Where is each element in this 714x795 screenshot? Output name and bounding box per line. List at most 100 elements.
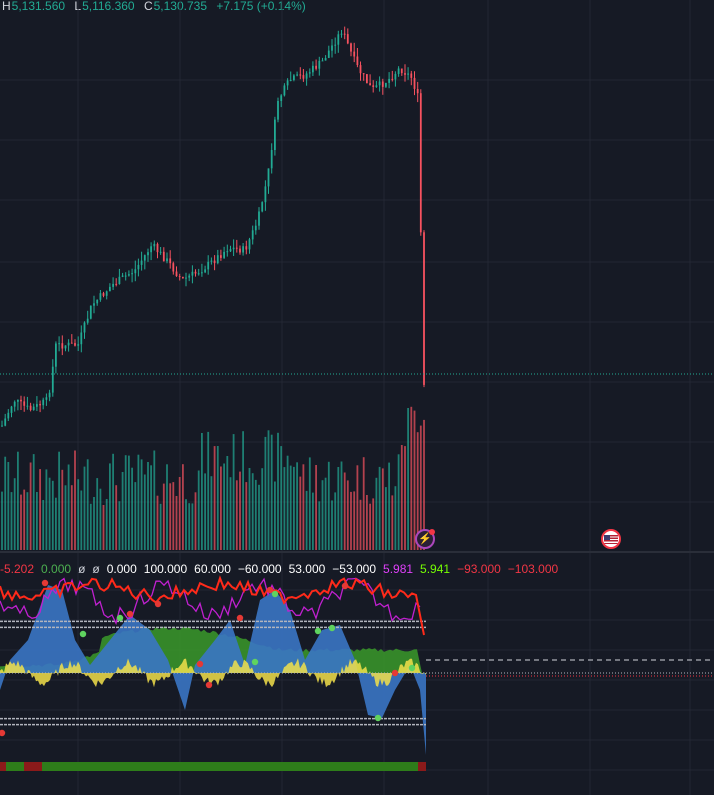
volume-bar xyxy=(128,455,130,550)
volume-bar xyxy=(283,467,286,550)
volume-bar xyxy=(166,464,168,550)
volume-bar xyxy=(51,480,54,550)
candle-body xyxy=(378,81,381,86)
candle-body xyxy=(150,246,152,253)
candle-body xyxy=(293,75,295,80)
candle-body xyxy=(235,247,238,249)
volume-bar xyxy=(194,492,197,550)
volume-bar xyxy=(109,463,111,550)
candle-body xyxy=(312,65,314,73)
candle-body xyxy=(299,74,302,76)
low-value: 5,116.360 xyxy=(82,0,135,13)
candle-body xyxy=(254,225,257,231)
signal-dot-red xyxy=(205,681,213,689)
volume-bar xyxy=(318,501,321,550)
volume-bar xyxy=(86,459,89,550)
signal-dot-green xyxy=(251,658,259,666)
candle-body xyxy=(70,342,73,344)
candle-body xyxy=(204,269,206,273)
lightning-icon[interactable]: ⚡ xyxy=(415,529,435,549)
trend-bar-segment-red xyxy=(24,762,42,771)
candle-body xyxy=(166,258,168,262)
candle-body xyxy=(159,251,162,253)
candle-body xyxy=(194,271,197,274)
candle-body xyxy=(172,263,175,272)
candle-body xyxy=(42,399,45,406)
volume-bar xyxy=(362,457,365,550)
candle-body xyxy=(394,73,397,80)
indicator-value: 60.000 xyxy=(194,562,231,576)
volume-bar xyxy=(4,456,7,550)
volume-bar xyxy=(102,505,105,550)
volume-bar xyxy=(369,503,371,550)
volume-bar xyxy=(286,455,289,550)
candle-body xyxy=(23,401,26,406)
candle-body xyxy=(67,342,70,346)
volume-bar xyxy=(239,471,241,550)
candle-body xyxy=(350,43,352,52)
indicator-value: ø xyxy=(78,562,86,576)
candle-body xyxy=(410,73,413,78)
candle-body xyxy=(400,68,403,74)
candle-body xyxy=(242,246,244,253)
us-flag-icon[interactable] xyxy=(601,529,621,549)
candle-body xyxy=(51,366,54,393)
candle-body xyxy=(407,73,409,75)
volume-bar xyxy=(36,492,38,550)
candle-body xyxy=(185,277,187,279)
candle-body xyxy=(48,392,51,398)
volume-bar xyxy=(45,469,48,550)
candle-body xyxy=(80,332,83,345)
signal-dot-red xyxy=(391,669,399,677)
volume-bar xyxy=(137,454,140,550)
volume-bar xyxy=(350,491,352,550)
volume-bar xyxy=(381,468,384,550)
candle-body xyxy=(45,397,48,400)
candle-body xyxy=(86,318,89,323)
candle-body xyxy=(264,186,267,203)
volume-bar xyxy=(185,499,187,550)
candle-body xyxy=(321,60,324,62)
volume-bar xyxy=(343,472,346,550)
candle-body xyxy=(248,239,251,250)
volume-bar xyxy=(346,480,349,550)
volume-bar xyxy=(20,494,22,550)
volume-bar xyxy=(1,491,3,550)
volume-bar xyxy=(210,476,213,550)
volume-bar xyxy=(70,485,73,550)
candle-body xyxy=(359,65,362,74)
volume-bar xyxy=(220,466,222,550)
volume-bar xyxy=(299,476,302,550)
volume-bar xyxy=(17,451,19,550)
magenta-line xyxy=(0,577,421,626)
volume-bar xyxy=(394,486,397,550)
volume-bar xyxy=(156,495,159,550)
candle-body xyxy=(134,269,137,274)
volume-bar xyxy=(29,462,32,550)
candle-body xyxy=(32,406,35,410)
signal-dot-red xyxy=(341,582,349,590)
volume-bar xyxy=(213,446,216,550)
volume-bar xyxy=(93,497,95,550)
volume-bar xyxy=(89,503,92,550)
indicator-value: 5.981 xyxy=(383,562,414,576)
candle-body xyxy=(4,418,7,426)
candle-body xyxy=(388,78,390,83)
candle-body xyxy=(55,343,57,367)
volume-bar xyxy=(131,467,133,550)
candle-body xyxy=(137,264,140,270)
volume-bar xyxy=(404,446,406,550)
volume-bar xyxy=(331,500,333,550)
volume-bar xyxy=(235,480,238,550)
candle-body xyxy=(153,243,156,247)
candle-body xyxy=(270,150,273,169)
candle-body xyxy=(331,45,333,51)
signal-dot-red xyxy=(196,660,204,668)
volume-bar xyxy=(172,482,175,550)
candle-body xyxy=(283,85,286,96)
candle-body xyxy=(226,251,229,253)
candle-body xyxy=(346,34,349,44)
candle-body xyxy=(182,276,184,279)
candle-body xyxy=(213,260,216,264)
